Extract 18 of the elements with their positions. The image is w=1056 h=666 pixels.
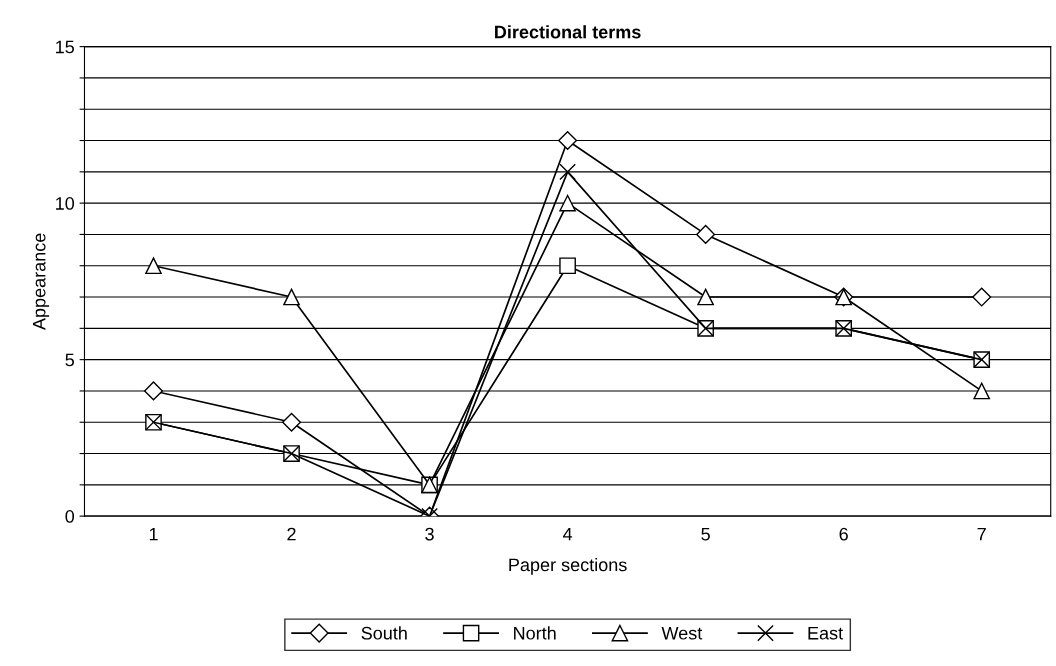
y-tick-label: 5 — [65, 353, 74, 367]
chart-title: Directional terms — [495, 25, 641, 39]
y-tick-label: 15 — [56, 40, 74, 54]
x-tick-label: 4 — [562, 527, 573, 541]
x-tick-label: 1 — [149, 527, 158, 541]
x-tick-label: 5 — [701, 527, 710, 541]
legend-label: West — [661, 626, 703, 640]
legend-label: North — [514, 626, 556, 640]
x-tick-label: 3 — [425, 527, 434, 541]
x-axis-title: Paper sections — [509, 557, 627, 575]
y-tick-label: 10 — [56, 197, 75, 210]
y-tick-label: 0 — [65, 510, 75, 523]
legend-label: East — [808, 626, 843, 640]
y-axis-title: Appearance — [32, 233, 50, 331]
x-tick-label: 7 — [977, 527, 986, 541]
x-tick-label: 6 — [839, 527, 848, 541]
x-tick-label: 2 — [287, 527, 296, 541]
legend-label: South — [361, 626, 407, 640]
